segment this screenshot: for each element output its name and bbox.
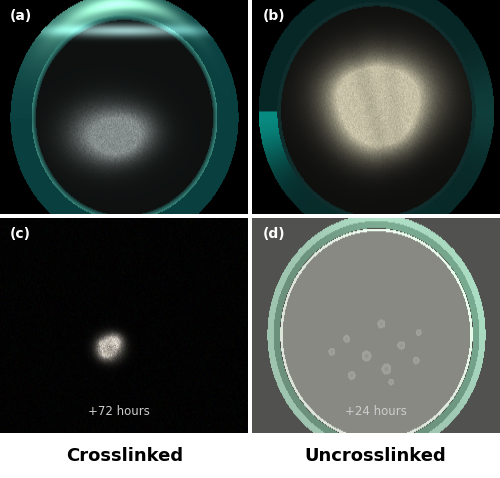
- Text: Crosslinked: Crosslinked: [66, 447, 184, 465]
- Text: (b): (b): [262, 9, 285, 22]
- Text: +72 hours: +72 hours: [88, 404, 150, 418]
- Text: (a): (a): [10, 9, 32, 22]
- Text: (c): (c): [10, 227, 31, 241]
- Text: (d): (d): [262, 227, 285, 241]
- Text: +24 hours: +24 hours: [346, 404, 407, 418]
- Text: Uncrosslinked: Uncrosslinked: [304, 447, 446, 465]
